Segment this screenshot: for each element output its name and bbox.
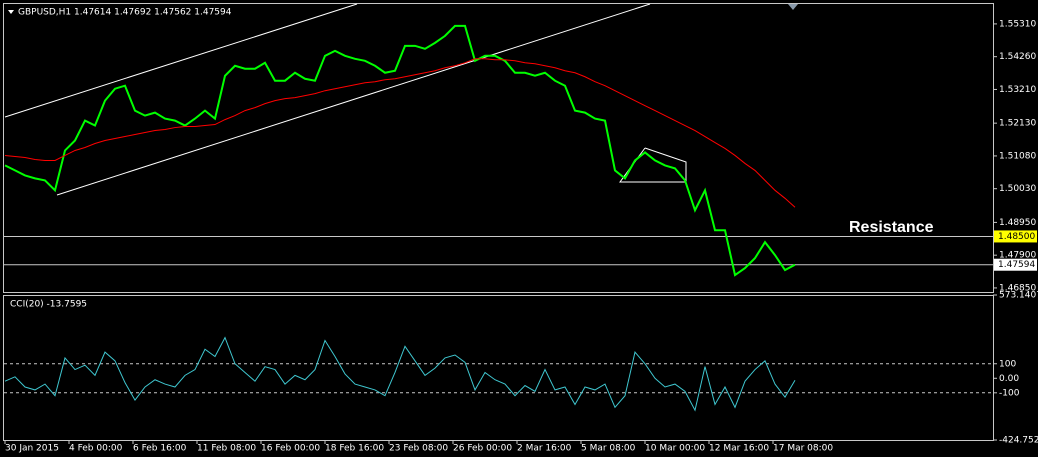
price-label: 1.47594	[998, 260, 1035, 270]
indicator-title: CCI(20) -13.7595	[10, 300, 87, 310]
shift-marker	[788, 4, 798, 10]
y-tick-label: -100	[999, 388, 1020, 398]
y-tick-label: 1.46850	[999, 283, 1036, 293]
x-tick-label: 23 Feb 08:00	[389, 444, 448, 454]
series-line	[4, 58, 796, 208]
channel-line	[4, 3, 358, 118]
y-tick-label: 1.53210	[999, 85, 1036, 95]
x-tick-label: 12 Mar 16:00	[709, 444, 769, 454]
y-tick-label: 1.50030	[999, 184, 1036, 194]
y-tick-label: 1.48950	[999, 218, 1036, 228]
x-tick-label: 5 Mar 08:00	[581, 444, 636, 454]
x-tick-label: 6 Feb 16:00	[133, 444, 187, 454]
y-tick-label: 1.51080	[999, 151, 1036, 161]
x-tick-label: 10 Mar 00:00	[645, 444, 705, 454]
y-tick-label: -424.7525	[999, 436, 1038, 446]
annotation: Resistance	[849, 219, 934, 236]
y-tick-label: 1.54260	[999, 52, 1036, 62]
series-line	[4, 24, 796, 277]
x-tick-label: 2 Mar 16:00	[517, 444, 572, 454]
x-tick-label: 17 Mar 08:00	[773, 444, 833, 454]
series-line	[4, 336, 796, 412]
price-label-box	[994, 258, 1037, 271]
y-tick-label: 1.55310	[999, 19, 1036, 29]
y-tick-label: 100	[999, 359, 1016, 369]
y-tick-label: 1.52130	[999, 119, 1036, 129]
y-tick-label: 0.00	[999, 374, 1019, 384]
dropdown-icon[interactable]	[8, 10, 14, 14]
price-label: 1.48500	[998, 232, 1035, 242]
channel-line	[56, 3, 651, 196]
chart-title: GBPUSD,H1 1.47614 1.47692 1.47562 1.4759…	[18, 8, 232, 18]
main-panel-frame	[3, 3, 994, 293]
y-tick-label: 573.1407	[999, 291, 1038, 301]
x-tick-label: 30 Jan 2015	[5, 444, 59, 454]
cci-panel-frame	[3, 295, 994, 441]
x-tick-label: 26 Feb 00:00	[453, 444, 512, 454]
y-tick-label: 1.47900	[999, 251, 1036, 261]
x-tick-label: 16 Feb 00:00	[261, 444, 320, 454]
price-label-box	[994, 230, 1037, 243]
x-tick-label: 11 Feb 08:00	[197, 444, 256, 454]
x-tick-label: 18 Feb 16:00	[325, 444, 384, 454]
x-tick-label: 4 Feb 00:00	[69, 444, 123, 454]
